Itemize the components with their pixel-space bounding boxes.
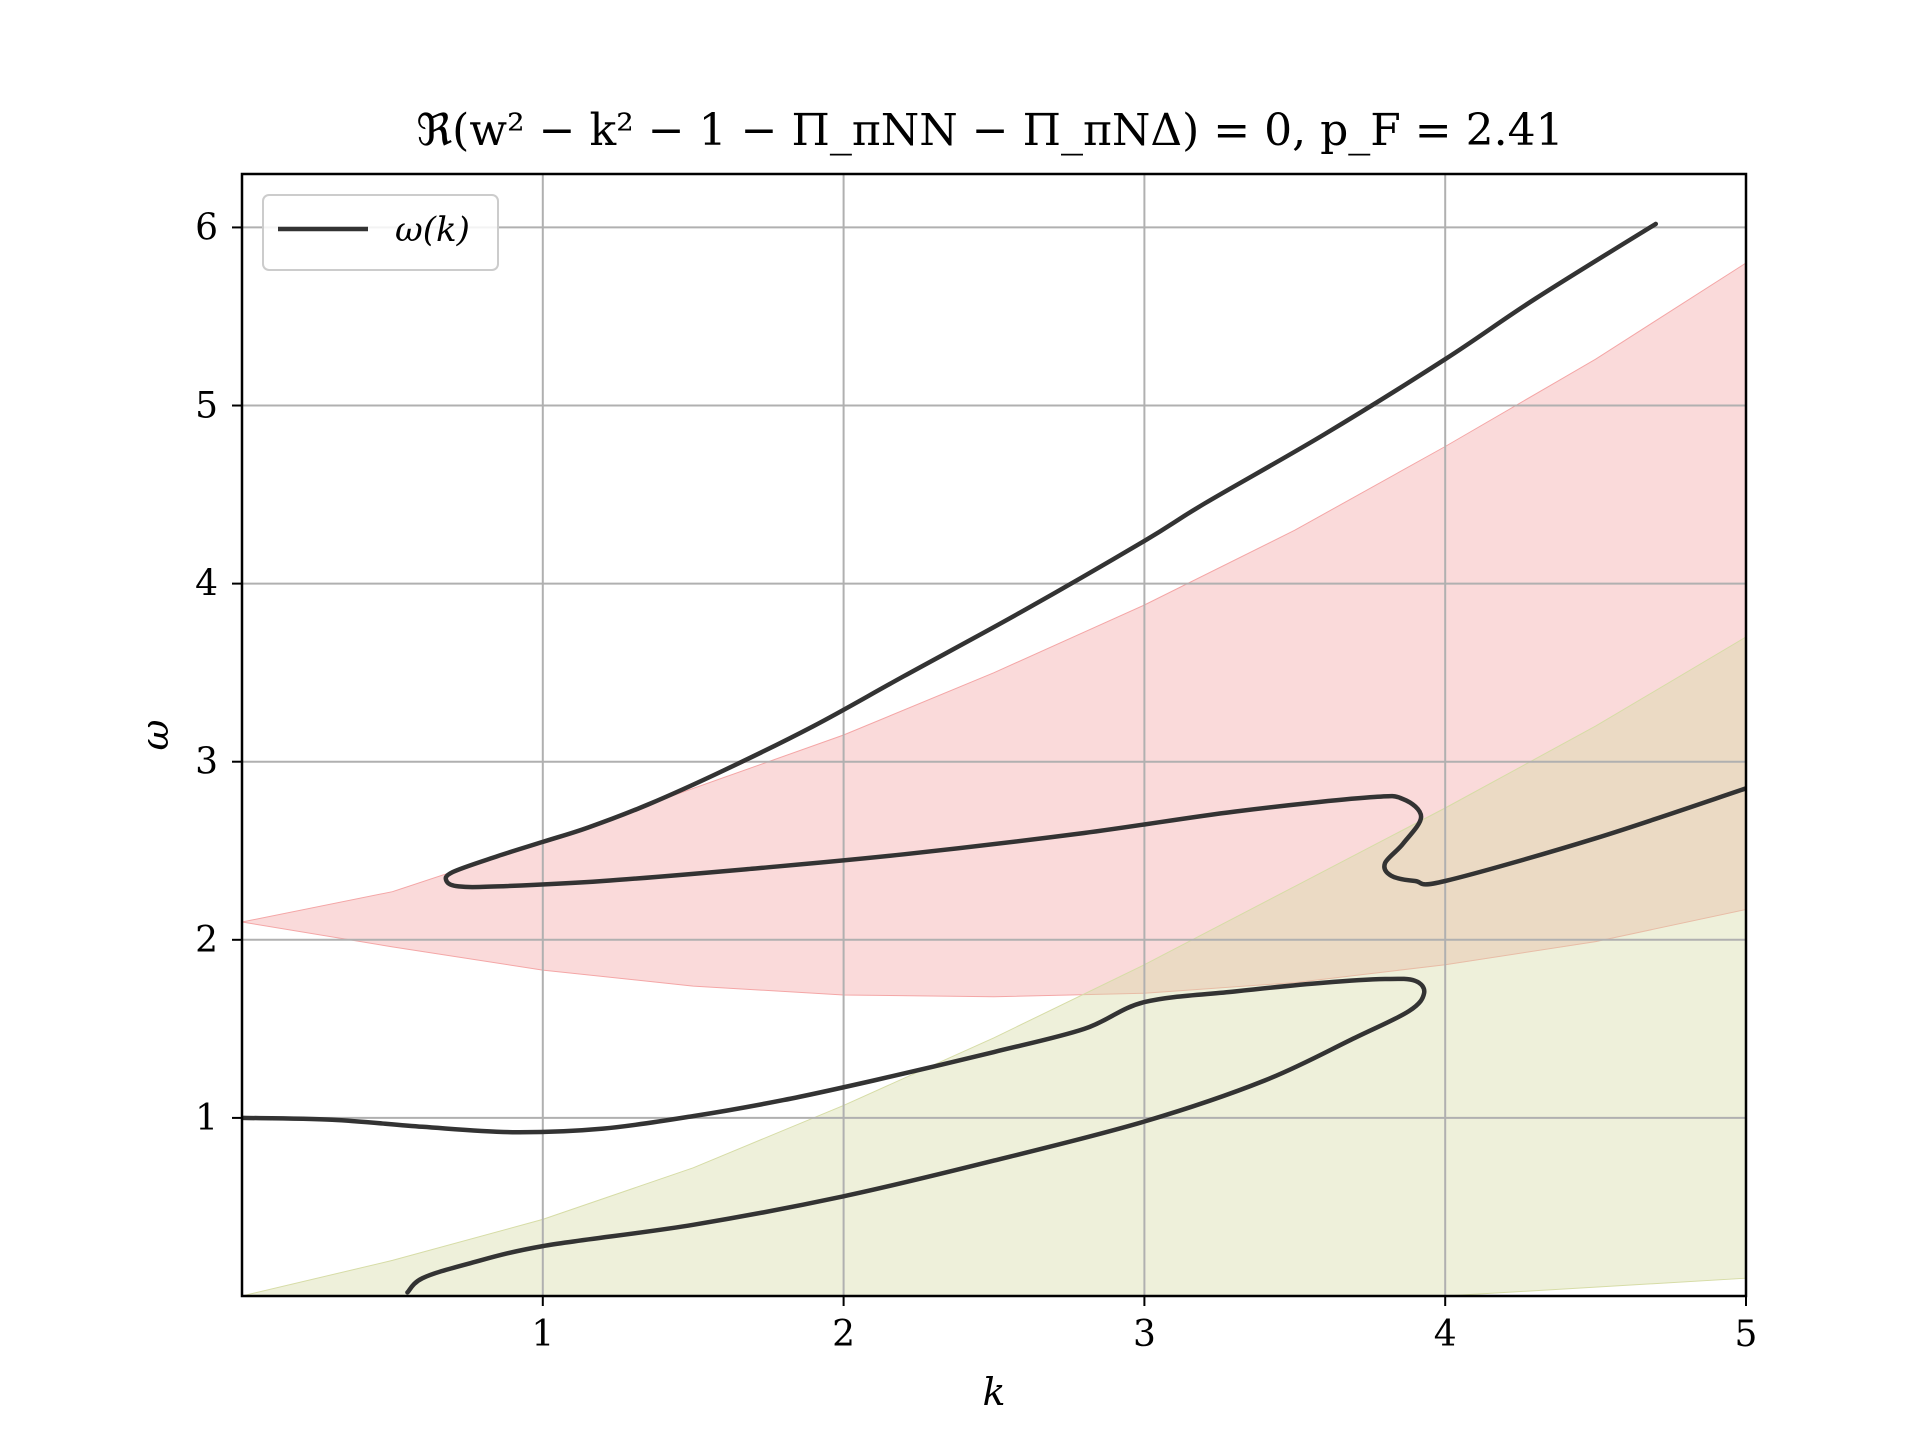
x-tick-label: 4 xyxy=(1434,1314,1457,1355)
y-tick-label: 4 xyxy=(195,564,218,605)
y-tick-label: 3 xyxy=(195,742,218,783)
legend-label: ω(k) xyxy=(395,210,470,250)
y-tick-label: 6 xyxy=(195,207,218,248)
y-axis-label: ω xyxy=(133,720,177,751)
series-layer xyxy=(242,221,1746,1295)
legend-box xyxy=(262,194,499,271)
series-line-branch-2 xyxy=(242,976,1427,1295)
y-tick-label: 2 xyxy=(195,920,218,961)
x-tick-label: 2 xyxy=(832,1314,855,1355)
chart-title: ℜ(w² − k² − 1 − Π_πNN − Π_πNΔ) = 0, p_F … xyxy=(416,105,1563,156)
x-tick-label: 3 xyxy=(1133,1314,1156,1355)
y-tick-label: 1 xyxy=(195,1098,218,1139)
x-tick-label: 5 xyxy=(1735,1314,1758,1355)
y-tick-label: 5 xyxy=(195,386,218,427)
x-tick-label: 1 xyxy=(531,1314,554,1355)
legend: ω(k) xyxy=(262,194,499,271)
ticks-layer: 1 2 3 4 5 1 2 3 4 5 6 xyxy=(195,207,1757,1355)
series-line-branch-1 xyxy=(443,221,1746,890)
x-axis-label: k xyxy=(982,1370,1005,1414)
plot-frame xyxy=(240,172,1748,1298)
